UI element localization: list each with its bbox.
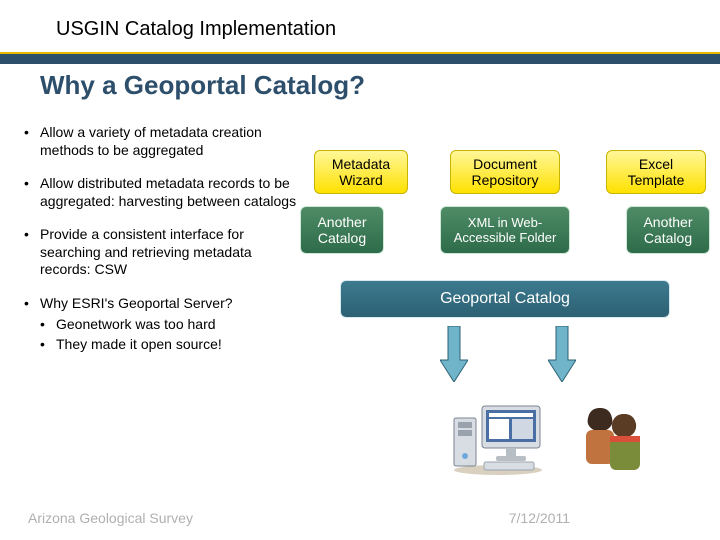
box-excel-template: Excel Template [606, 150, 706, 194]
subtitle: Why a Geoportal Catalog? [40, 70, 365, 101]
list-item: They made it open source! [40, 336, 304, 354]
bullet-list: Allow a variety of metadata creation met… [24, 124, 304, 369]
diagram: Metadata Wizard Document Repository Exce… [300, 150, 720, 490]
arrow-down-icon [548, 326, 572, 382]
slide: USGIN Catalog Implementation Why a Geopo… [0, 0, 720, 540]
box-geoportal-catalog: Geoportal Catalog [340, 280, 670, 318]
footer-date: 7/12/2011 [509, 510, 570, 526]
list-item: Allow a variety of metadata creation met… [24, 124, 304, 159]
page-title: USGIN Catalog Implementation [56, 18, 336, 41]
header-rule [0, 52, 720, 64]
list-item: Provide a consistent interface for searc… [24, 226, 304, 279]
box-document-repository: Document Repository [450, 150, 560, 194]
arrow-down-icon [440, 326, 464, 382]
box-another-catalog-left: Another Catalog [300, 206, 384, 254]
computer-icon [450, 396, 546, 481]
list-item-label: Why ESRI's Geoportal Server? [40, 295, 233, 311]
box-metadata-wizard: Metadata Wizard [314, 150, 408, 194]
footer-org: Arizona Geological Survey [28, 510, 193, 526]
people-icon [572, 404, 652, 485]
box-xml-folder: XML in Web-Accessible Folder [440, 206, 570, 254]
box-another-catalog-right: Another Catalog [626, 206, 710, 254]
list-item: Allow distributed metadata records to be… [24, 175, 304, 210]
list-item: Why ESRI's Geoportal Server? Geonetwork … [24, 295, 304, 354]
list-item: Geonetwork was too hard [40, 316, 304, 334]
